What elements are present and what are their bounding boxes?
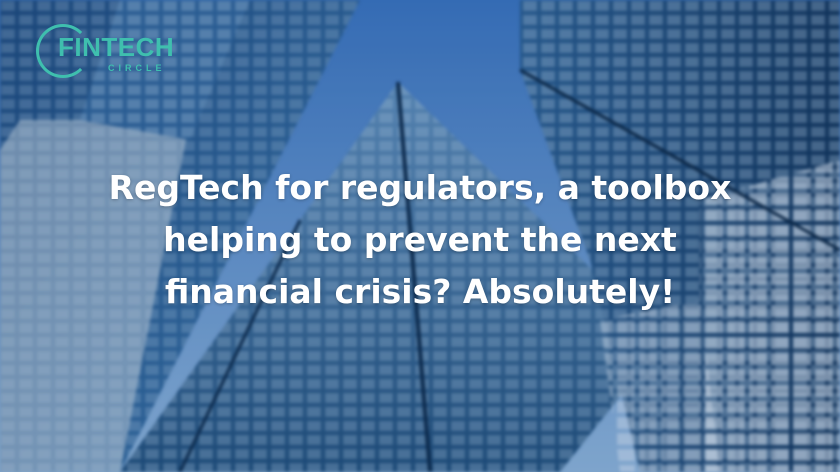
headline-line-2: helping to prevent the next [163, 220, 677, 259]
headline-line-3: financial crisis? Absolutely! [164, 272, 676, 311]
logo-wordmark: FINTECH [58, 32, 175, 62]
fintech-circle-logo: FINTECH CIRCLE [36, 24, 176, 84]
headline-line-1: RegTech for regulators, a toolbox [108, 168, 732, 207]
logo-subtitle: CIRCLE [108, 63, 166, 73]
headline: RegTech for regulators, a toolbox helpin… [60, 162, 780, 318]
logo-ring-icon [36, 24, 90, 78]
